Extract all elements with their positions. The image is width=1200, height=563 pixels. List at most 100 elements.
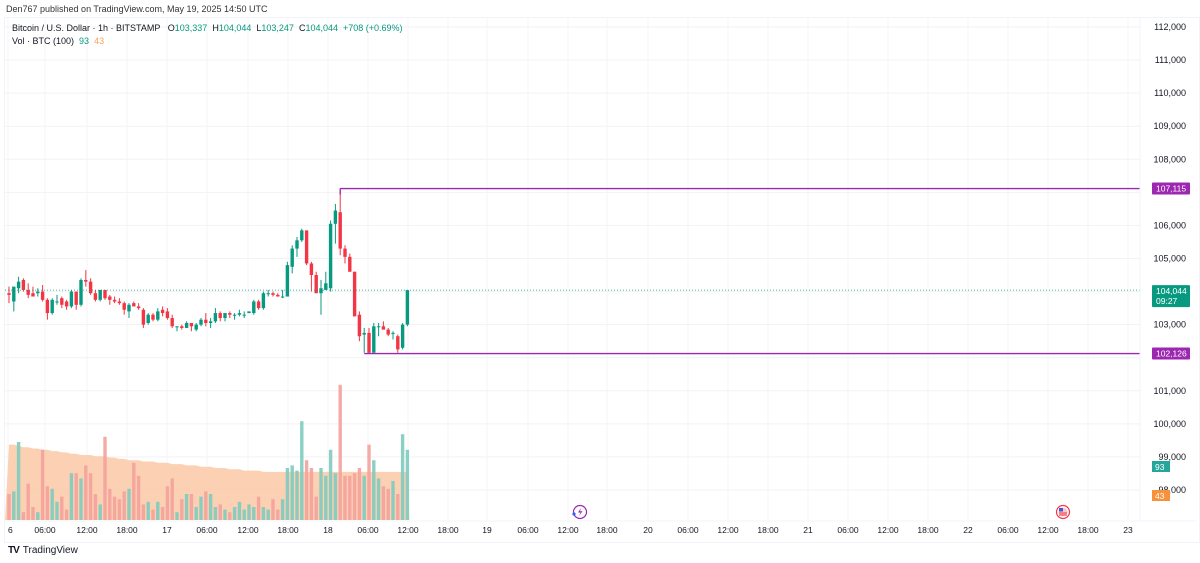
volume-bar [184,494,189,520]
candle-body [319,288,323,294]
last-price-badge-text: 104,044 [1156,286,1187,296]
volume-bar [295,470,299,520]
candle-body [40,291,45,300]
volume-bar [50,488,54,520]
volume-bar [21,512,26,520]
tradingview-footer[interactable]: TV TradingView [8,545,78,556]
publish-line: Den767 published on TradingView.com, May… [6,4,268,14]
candle-body [348,256,352,272]
candle-body [108,296,112,300]
volume-bar [84,465,88,520]
time-tick-label: 06:00 [997,525,1019,535]
time-tick-label: 20 [643,525,653,535]
price-levels [5,187,1140,355]
candle-body [122,303,126,310]
volume-bar [60,496,64,520]
support-price-badge [1152,347,1190,360]
time-tick-label: 18 [323,525,333,535]
volume-bar [165,486,170,520]
time-tick-label: 18:00 [277,525,299,535]
lightning-event-icon[interactable] [572,504,588,520]
legend-volume-row[interactable]: Vol · BTC (100) 93 43 [12,35,403,48]
candle-body [165,311,170,319]
candle-body [7,293,11,295]
time-tick-label: 19 [482,525,492,535]
candle-body [252,301,256,314]
volume-bar [391,481,395,520]
volume-bar [69,473,74,520]
candle-body [88,281,93,294]
time-tick-label: 12:00 [76,525,98,535]
candle-body [338,212,342,249]
price-tick-label: 105,000 [1153,254,1186,264]
change-value: +708 (+0.69%) [343,23,403,33]
price-tick-label: 100,000 [1153,419,1186,429]
volume-bar [228,512,232,520]
time-tick-label: 06:00 [357,525,379,535]
candle-body [117,301,122,304]
candle-body [74,291,78,305]
volume-bar [357,468,362,520]
symbol-title[interactable]: Bitcoin / U.S. Dollar · 1h · BITSTAMP [12,23,161,33]
volume-bar [160,507,165,520]
volume-bar [247,504,251,520]
volume-bar [55,501,59,520]
volume-bar [36,512,40,520]
volume-badge [1152,461,1170,472]
volume-bar [31,507,35,520]
candle-body [295,240,299,249]
candle-body [160,309,165,314]
volume-bar [199,496,203,520]
volume-bar [314,496,318,520]
volume-bar [285,468,290,520]
candle-body [242,314,246,316]
high-value: 104,044 [218,23,252,33]
candle-body [213,313,218,322]
candle-body [60,298,64,305]
time-tick-label: 12:00 [877,525,899,535]
us-flag-economic-event-icon[interactable] [1055,504,1071,520]
candle-body [84,279,88,282]
candle-body [21,279,26,290]
volume-bar [319,468,323,520]
last-price-badge-text: 09:27 [1156,296,1178,306]
volume-bar [256,496,261,520]
price-tick-label: 99,000 [1158,452,1186,462]
candle-body [98,289,102,300]
volume-ma-badge-text: 43 [1155,491,1165,501]
volume-bar [103,436,107,520]
volume-bar [232,507,237,520]
candle-body [93,293,98,300]
legend-price-row[interactable]: Bitcoin / U.S. Dollar · 1h · BITSTAMP O 1… [12,22,403,35]
candle-body [31,293,35,297]
chart-markers [572,504,1071,520]
volume-bar [218,504,222,520]
time-tick-label: 06:00 [677,525,699,535]
time-scale[interactable]: 6 06:00 12:00 18:00 17 06:00 12:00 18:00 18 06:00… [5,520,1196,535]
volume-bar [242,509,246,520]
time-tick-label: 18:00 [437,525,459,535]
volume-bar [108,488,112,520]
resistance-price-badge-text: 107,115 [1156,184,1186,194]
volume-bars [7,384,410,520]
volume-indicator-title[interactable]: Vol · BTC (100) [12,36,75,46]
volume-bar [98,504,102,520]
volume-bar [79,478,83,520]
volume-bar [338,384,342,520]
price-tick-label: 98,000 [1158,485,1186,495]
volume-bar [151,509,155,520]
volume-bar [45,486,50,520]
volume-bar [122,491,126,520]
candle-body [146,314,150,323]
price-scale[interactable]: 112,000 111,000 110,000 109,000 108,000 106,0… [1139,18,1190,520]
open-label: O [167,23,175,33]
candle-body [50,299,54,314]
volume-bar [376,478,381,520]
candle-body [199,319,203,325]
candle-body [333,210,338,224]
price-tick-label: 112,000 [1154,22,1186,32]
candle-body [266,293,270,295]
volume-bar [132,462,136,520]
candle-body [405,290,410,325]
